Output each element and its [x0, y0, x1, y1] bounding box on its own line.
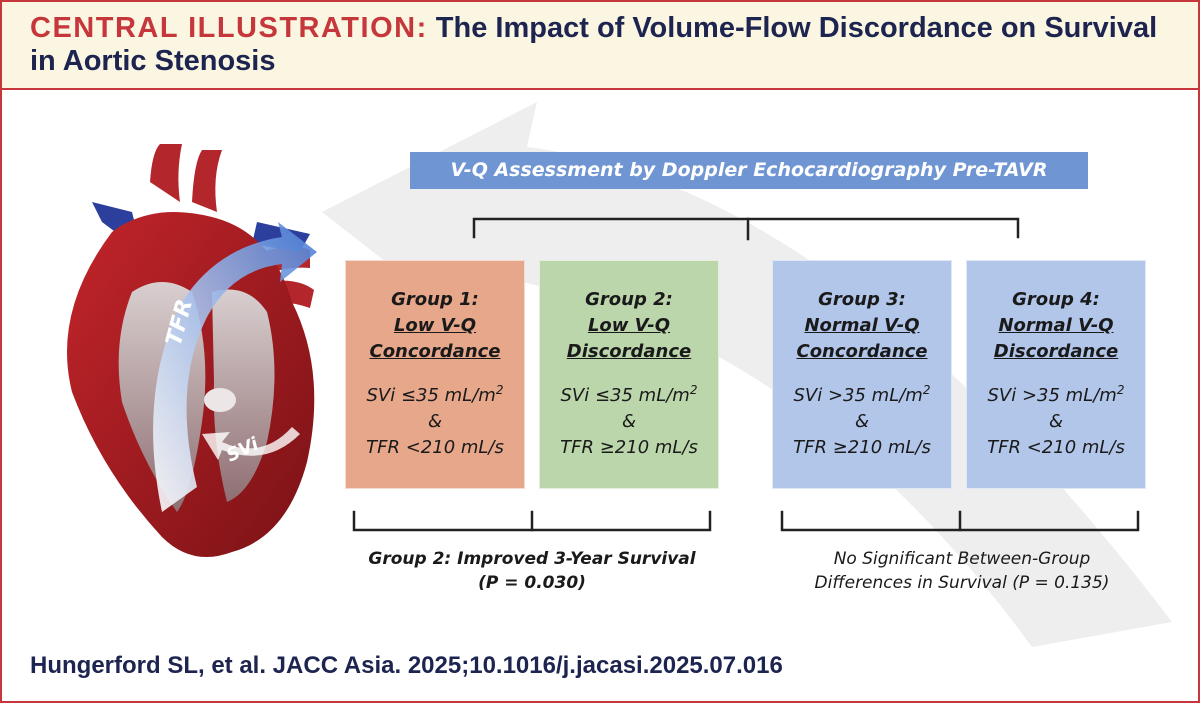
title-main: The Impact of Volume-Flow Discordance on… — [30, 12, 1158, 77]
group-3-type-line2: Concordance — [796, 341, 928, 362]
group-2-name: Group 2: — [585, 289, 673, 310]
group-4-type-line2: Discordance — [993, 341, 1119, 362]
group-1-type-line2: Concordance — [369, 341, 501, 362]
group-3-name: Group 3: — [818, 289, 906, 310]
group-3-tfr: TFR ≥210 mL/s — [793, 437, 931, 458]
page-title: CENTRAL ILLUSTRATION: The Impact of Volu… — [30, 12, 1180, 78]
header-banner: CENTRAL ILLUSTRATION: The Impact of Volu… — [2, 2, 1198, 90]
group-4-svi: SVi >35 mL/m — [987, 385, 1117, 406]
group-2-box: Group 2: Low V-Q Discordance SVi ≤35 mL/… — [539, 260, 719, 489]
group-4-svi-sup: 2 — [1116, 383, 1125, 397]
group-3-svi-sup: 2 — [922, 383, 931, 397]
group-1-svi: SVi ≤35 mL/m — [366, 385, 496, 406]
group-1-tfr: TFR <210 mL/s — [366, 437, 504, 458]
group-4-name: Group 4: — [1012, 289, 1100, 310]
heart-illustration-icon: TFR SVi — [67, 144, 317, 557]
group-2-type-line2: Discordance — [566, 341, 692, 362]
group-4-amp: & — [1048, 411, 1064, 432]
assessment-banner: V-Q Assessment by Doppler Echocardiograp… — [410, 152, 1088, 189]
group-3-box: Group 3: Normal V-Q Concordance SVi >35 … — [772, 260, 952, 489]
group-1-box: Group 1: Low V-Q Concordance SVi ≤35 mL/… — [345, 260, 525, 489]
bracket-lines — [352, 217, 1140, 532]
group-4-box: Group 4: Normal V-Q Discordance SVi >35 … — [966, 260, 1146, 489]
conclusion-right-line1: No Significant Between-Group — [833, 549, 1091, 569]
group-2-svi: SVi ≤35 mL/m — [560, 385, 690, 406]
conclusion-right-line2: Differences in Survival (P = 0.135) — [814, 573, 1110, 593]
title-lead: CENTRAL ILLUSTRATION: — [30, 12, 428, 44]
group-3-svi: SVi >35 mL/m — [793, 385, 923, 406]
group-1-type-line1: Low V-Q — [393, 315, 477, 336]
conclusion-left-line2: (P = 0.030) — [478, 573, 586, 593]
conclusion-right: No Significant Between-Group Differences… — [762, 547, 1162, 595]
group-4-type-line1: Normal V-Q — [998, 315, 1114, 336]
conclusion-left: Group 2: Improved 3-Year Survival (P = 0… — [332, 547, 732, 595]
group-2-svi-sup: 2 — [689, 383, 698, 397]
group-1-name: Group 1: — [391, 289, 479, 310]
conclusion-left-line1: Group 2: Improved 3-Year Survival — [368, 549, 696, 569]
group-1-amp: & — [427, 411, 443, 432]
group-4-tfr: TFR <210 mL/s — [987, 437, 1125, 458]
group-2-type-line1: Low V-Q — [587, 315, 671, 336]
citation: Hungerford SL, et al. JACC Asia. 2025;10… — [30, 652, 783, 679]
group-3-type-line1: Normal V-Q — [804, 315, 920, 336]
group-2-tfr: TFR ≥210 mL/s — [560, 437, 698, 458]
group-3-amp: & — [854, 411, 870, 432]
group-2-amp: & — [621, 411, 637, 432]
group-1-svi-sup: 2 — [495, 383, 504, 397]
